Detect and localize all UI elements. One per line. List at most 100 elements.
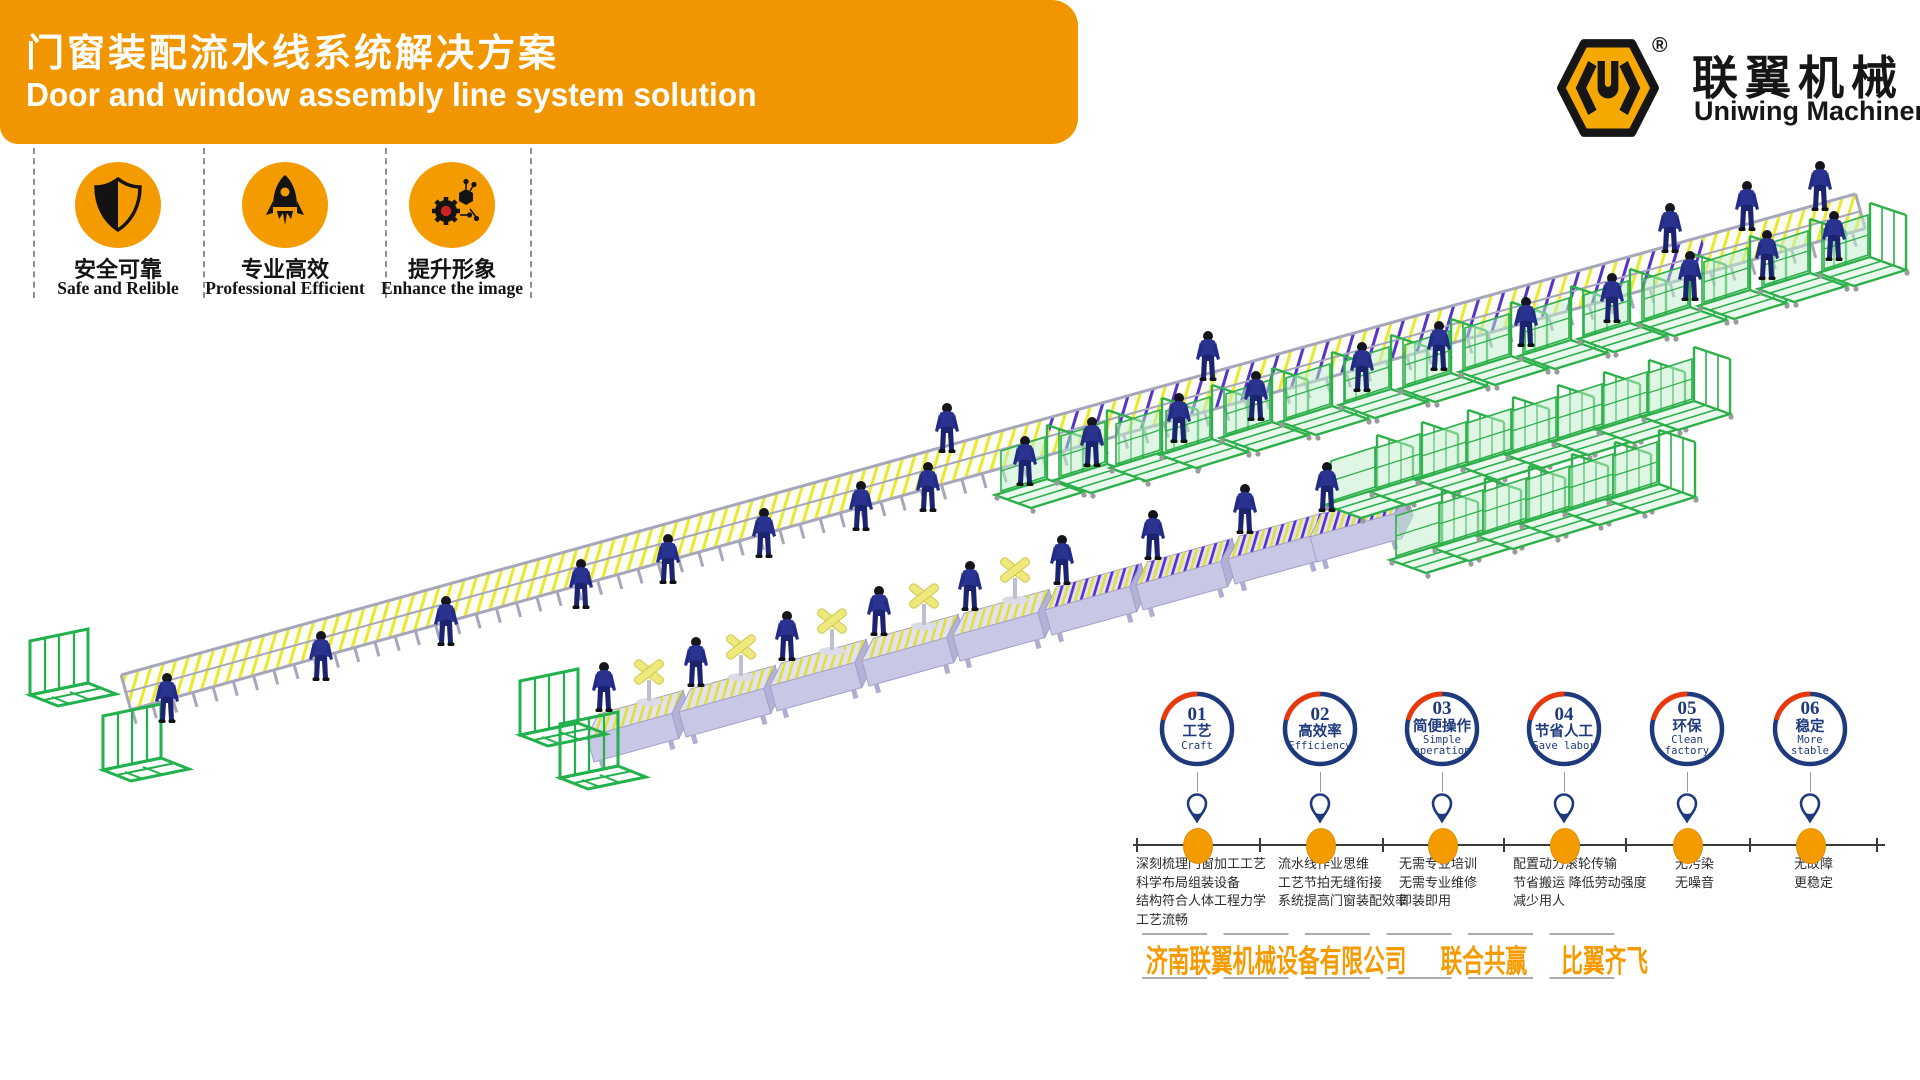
desc-line: 流水线作业思维 — [1278, 855, 1408, 874]
slogan-1: 联合共赢 — [1440, 944, 1528, 979]
timeline-tick — [1749, 838, 1751, 852]
step-connector — [1809, 772, 1811, 792]
divider — [1142, 933, 1618, 935]
desc-line: 即装即用 — [1399, 893, 1452, 908]
timeline-desc: 无需专业培训 无需专业维修 即装即用 — [1399, 855, 1477, 911]
step-connector — [1686, 772, 1688, 792]
step-label-en: Efficiency — [1288, 739, 1352, 752]
rocket-icon — [242, 162, 328, 248]
timeline-step: 01 工艺 Craft — [1142, 690, 1252, 824]
desc-line: 工艺流畅 — [1136, 911, 1189, 927]
timeline-axis — [1133, 844, 1885, 846]
timeline-dot — [1796, 828, 1826, 864]
timeline-circle: 04 节省人工 Save labor — [1525, 690, 1603, 768]
desc-line: 节省搬运 降低劳动强度 — [1513, 874, 1647, 890]
shield-icon — [75, 162, 161, 248]
feature-label-en: Safe and Relible — [57, 278, 179, 298]
step-label-zh: 简便操作 — [1413, 718, 1471, 735]
divider — [530, 148, 532, 298]
desc-line: 结构符合人体工程力学 — [1136, 893, 1267, 908]
timeline-step: 06 稳定 More stable — [1755, 690, 1865, 824]
step-label-zh: 环保 — [1672, 718, 1702, 735]
slogan-2: 比翼齐飞 — [1561, 944, 1649, 979]
divider — [203, 148, 205, 298]
gear-network-icon — [409, 162, 495, 248]
company-name: 济南联翼机械设备有限公司 — [1146, 944, 1407, 979]
step-label-en: Clean factory — [1664, 734, 1710, 758]
timeline-dot — [1306, 828, 1336, 864]
desc-line: 减少用人 — [1513, 893, 1566, 908]
divider — [1142, 977, 1618, 979]
step-label-zh: 工艺 — [1182, 723, 1212, 740]
timeline-step: 02 高效率 Efficiency — [1265, 690, 1375, 824]
step-label-zh: 稳定 — [1795, 718, 1825, 735]
step-connector — [1196, 772, 1198, 792]
timeline-tick — [1136, 838, 1138, 852]
timeline-circle: 05 环保 Clean factory — [1648, 690, 1726, 768]
timeline-step: 04 节省人工 Save labor — [1509, 690, 1619, 824]
map-pin-icon — [1553, 793, 1575, 824]
page-title-zh: 门窗装配流水线系统解决方案 — [26, 33, 560, 75]
timeline-dot — [1550, 828, 1580, 864]
desc-line: 无噪音 — [1675, 874, 1715, 890]
timeline-step: 05 环保 Clean factory — [1632, 690, 1742, 824]
timeline-circle: 02 高效率 Efficiency — [1281, 690, 1359, 768]
divider — [385, 148, 387, 298]
timeline-circle: 03 简便操作 Simple operation — [1403, 690, 1481, 768]
feature-label-en: Enhance the image — [381, 278, 523, 298]
assembly-line-illustration — [28, 161, 1911, 791]
step-number: 01 — [1187, 703, 1207, 725]
timeline-desc: 流水线作业思维工艺节拍无缝衔接系统提高门窗装配效率 — [1278, 855, 1408, 911]
desc-line: 无需专业培训 — [1399, 856, 1478, 871]
timeline-tick — [1382, 838, 1384, 852]
timeline-tick — [1625, 838, 1627, 852]
step-label-zh: 节省人工 — [1535, 723, 1593, 740]
step-label-zh: 高效率 — [1298, 723, 1342, 740]
timeline-dot — [1183, 828, 1213, 864]
step-number: 06 — [1800, 698, 1820, 720]
divider — [33, 148, 35, 298]
feature-label-zh: 提升形象 — [407, 257, 496, 282]
desc-line: 系统提高门窗装配效率 — [1278, 893, 1409, 908]
company-slogan: 济南联翼机械设备有限公司 联合共赢 比翼齐飞 — [1146, 936, 1648, 981]
timeline-step: 03 简便操作 Simple operation — [1387, 690, 1497, 824]
desc-line: 无需专业维修 — [1399, 874, 1478, 890]
step-number: 04 — [1554, 703, 1574, 725]
step-connector — [1563, 772, 1565, 792]
feature-label-zh: 专业高效 — [240, 257, 329, 282]
desc-line: 更稳定 — [1794, 874, 1834, 890]
timeline-dot — [1428, 828, 1458, 864]
step-label-en: Craft — [1181, 739, 1213, 752]
timeline-tick — [1503, 838, 1505, 852]
feature-label-en: Professional Efficient — [205, 278, 365, 298]
timeline-circle: 06 稳定 More stable — [1771, 690, 1849, 768]
step-label-en: Save labor — [1532, 739, 1596, 752]
step-label-en: Simple operation — [1413, 734, 1471, 758]
timeline-desc: 深刻梳理门窗加工工艺科学布局组装设备结构符合人体工程力学工艺流畅 — [1136, 855, 1266, 929]
brand-name-en: Uniwing Machinery — [1694, 96, 1920, 126]
map-pin-icon — [1309, 793, 1331, 824]
uniwing-hexagon-u-logo — [1557, 39, 1659, 137]
map-pin-icon — [1676, 793, 1698, 824]
step-number: 05 — [1677, 698, 1697, 720]
timeline-dot — [1673, 828, 1703, 864]
brand-name-zh: 联翼机械 — [1692, 52, 1904, 104]
map-pin-icon — [1431, 793, 1453, 824]
registered-trademark: ® — [1652, 34, 1668, 57]
map-pin-icon — [1799, 793, 1821, 824]
step-number: 03 — [1432, 698, 1452, 720]
desc-line: 配置动力滚轮传输 — [1513, 855, 1647, 874]
desc-line: 科学布局组装设备 — [1136, 874, 1241, 890]
step-connector — [1319, 772, 1321, 792]
step-number: 02 — [1310, 703, 1330, 725]
feature-label-zh: 安全可靠 — [73, 257, 162, 282]
desc-line: 工艺节拍无缝衔接 — [1278, 874, 1383, 890]
timeline-circle: 01 工艺 Craft — [1158, 690, 1236, 768]
timeline-tick — [1876, 838, 1878, 852]
step-connector — [1441, 772, 1443, 792]
title-banner: 门窗装配流水线系统解决方案 Door and window assembly l… — [0, 0, 1078, 144]
step-label-en: More stable — [1791, 734, 1829, 758]
timeline-tick — [1259, 838, 1261, 852]
